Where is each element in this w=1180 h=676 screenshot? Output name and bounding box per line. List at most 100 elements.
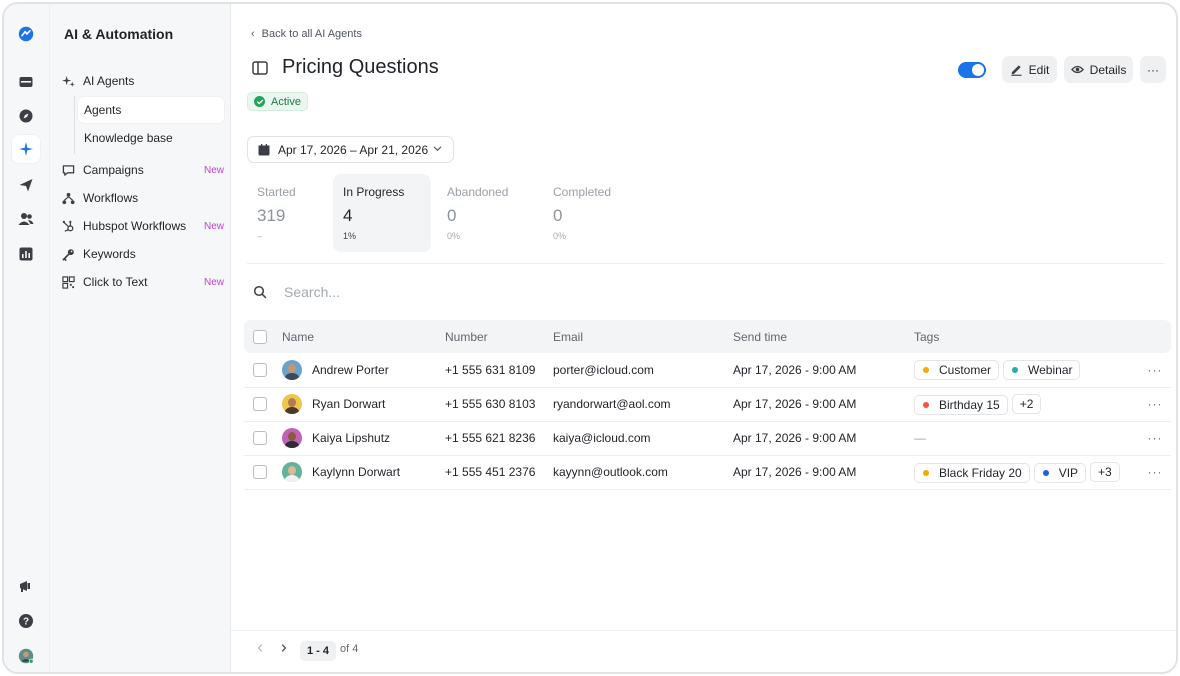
row-more-button[interactable]: ··· xyxy=(1147,465,1163,479)
analytics-icon[interactable] xyxy=(12,240,40,268)
sidebar-item-label: Campaigns xyxy=(83,163,144,177)
tags-empty: — xyxy=(914,431,926,445)
sidebar-item-ai-agents[interactable]: AI Agents xyxy=(60,68,224,94)
edit-label: Edit xyxy=(1028,62,1050,77)
contacts-table: Name Number Email Send time Tags Andrew … xyxy=(244,320,1171,490)
icon-rail: ? xyxy=(4,4,50,672)
table-row[interactable]: Ryan Dorwart +1 555 630 8103 ryandorwart… xyxy=(244,387,1171,421)
name-cell: Kaiya Lipshutz xyxy=(282,421,445,455)
date-range-picker[interactable]: Apr 17, 2026 – Apr 21, 2026 xyxy=(247,136,454,163)
column-header-tags[interactable]: Tags xyxy=(914,329,940,344)
name-cell: Andrew Porter xyxy=(282,353,445,387)
row-checkbox[interactable] xyxy=(253,431,267,445)
sidebar-toggle-icon[interactable] xyxy=(251,59,269,77)
tag-label: Black Friday 20 xyxy=(939,465,1022,480)
megaphone-icon[interactable] xyxy=(12,572,40,600)
sidebar-item-workflows[interactable]: Workflows xyxy=(60,185,224,211)
edit-button[interactable]: Edit xyxy=(1002,56,1057,83)
tag-color-dot xyxy=(923,469,929,476)
tag-color-dot xyxy=(1042,469,1049,476)
search-input[interactable] xyxy=(284,284,584,300)
stat-label: Abandoned xyxy=(447,185,509,199)
stat-value: 319 xyxy=(257,206,286,225)
sidebar-item-label: AI Agents xyxy=(83,74,135,88)
agent-active-toggle[interactable] xyxy=(958,62,986,78)
name-cell: Kaylynn Dorwart xyxy=(282,455,445,489)
stat-percent: 0% xyxy=(447,231,461,241)
sidebar-item-hubspot-workflows[interactable]: Hubspot Workflows New xyxy=(60,213,224,239)
tag[interactable]: VIP xyxy=(1033,462,1087,483)
back-link[interactable]: ‹ Back to all AI Agents xyxy=(251,28,362,40)
actions-header xyxy=(1139,320,1171,353)
column-header-number[interactable]: Number xyxy=(445,329,488,344)
sidebar-title: AI & Automation xyxy=(64,26,174,42)
tag[interactable]: Webinar xyxy=(1003,359,1081,380)
row-more-button[interactable]: ··· xyxy=(1147,431,1163,445)
column-header-email[interactable]: Email xyxy=(553,329,584,344)
main-content: ‹ Back to all AI Agents Pricing Question… xyxy=(231,4,1176,672)
select-all-checkbox[interactable] xyxy=(253,329,267,344)
row-checkbox[interactable] xyxy=(253,465,267,479)
help-icon[interactable]: ? xyxy=(12,607,40,635)
table-row[interactable]: Kaiya Lipshutz +1 555 621 8236 kaiya@icl… xyxy=(244,421,1171,455)
sidebar-item-click-to-text[interactable]: Click to Text New xyxy=(60,269,224,295)
row-more-button[interactable]: ··· xyxy=(1147,397,1163,411)
row-checkbox[interactable] xyxy=(253,362,267,377)
email-cell: ryandorwart@aol.com xyxy=(553,397,671,411)
sidebar-item-campaigns[interactable]: Campaigns New xyxy=(60,157,224,183)
sidebar-item-label: Hubspot Workflows xyxy=(83,219,187,233)
tag[interactable]: Birthday 15 xyxy=(914,394,1008,415)
page-title: Pricing Questions xyxy=(282,56,439,78)
contacts-icon[interactable] xyxy=(12,205,40,233)
send-icon[interactable] xyxy=(12,171,40,199)
qr-code-icon xyxy=(60,274,76,290)
tag[interactable]: Customer xyxy=(914,359,1000,380)
avatar xyxy=(282,462,302,482)
explore-icon[interactable] xyxy=(12,102,40,130)
table-row[interactable]: Kaylynn Dorwart +1 555 451 2376 kayynn@o… xyxy=(244,455,1171,489)
send-time-cell: Apr 17, 2026 - 9:00 AM xyxy=(733,362,857,377)
sidebar-item-label: Keywords xyxy=(83,247,136,261)
profile-avatar[interactable] xyxy=(12,642,40,670)
tag[interactable]: Black Friday 20 xyxy=(914,462,1030,483)
stat-label: Completed xyxy=(553,185,612,199)
row-checkbox[interactable] xyxy=(253,397,267,411)
workflow-icon xyxy=(60,190,76,206)
inbox-icon[interactable] xyxy=(12,68,40,96)
chevron-right-icon[interactable] xyxy=(279,643,289,653)
stat-completed[interactable]: Completed 0 0% xyxy=(543,174,641,252)
back-link-label: Back to all AI Agents xyxy=(261,28,362,40)
row-more-button[interactable]: ··· xyxy=(1147,362,1163,377)
stat-label: Started xyxy=(257,185,296,199)
column-header-send-time[interactable]: Send time xyxy=(733,329,788,344)
svg-text:?: ? xyxy=(23,617,29,628)
table-row[interactable]: Andrew Porter +1 555 631 8109 porter@icl… xyxy=(244,353,1171,387)
stat-abandoned[interactable]: Abandoned 0 0% xyxy=(437,174,535,252)
ai-sparkle-icon[interactable] xyxy=(12,135,40,163)
sidebar-item-agents[interactable]: Agents xyxy=(78,97,224,123)
search-icon xyxy=(253,285,267,299)
pagination-bar: 1 - 4 of 4 xyxy=(231,630,1176,672)
more-icon: ··· xyxy=(1147,62,1159,77)
more-options-button[interactable]: ··· xyxy=(1140,56,1166,83)
tags-cell: Black Friday 20 VIP +3 xyxy=(914,455,1139,489)
tag-label: Webinar xyxy=(1028,362,1073,377)
stat-in-progress[interactable]: In Progress 4 1% xyxy=(333,174,431,252)
more-tags-badge[interactable]: +3 xyxy=(1090,461,1120,482)
tags-cell: Birthday 15 +2 xyxy=(914,387,1139,421)
details-label: Details xyxy=(1089,62,1127,77)
more-tags-badge[interactable]: +2 xyxy=(1011,393,1042,414)
toggle-knob xyxy=(972,64,984,76)
column-header-name[interactable]: Name xyxy=(282,329,315,344)
name-cell: Ryan Dorwart xyxy=(282,387,445,421)
avatar xyxy=(282,359,302,380)
chevron-left-icon[interactable] xyxy=(255,643,265,653)
number-cell: +1 555 631 8109 xyxy=(445,362,536,377)
app-logo-icon[interactable] xyxy=(12,20,40,48)
search-bar xyxy=(253,284,584,300)
sidebar-item-knowledge-base[interactable]: Knowledge base xyxy=(84,131,173,145)
sidebar-item-keywords[interactable]: Keywords xyxy=(60,241,224,267)
details-button[interactable]: Details xyxy=(1064,56,1133,83)
stat-started[interactable]: Started 319 – xyxy=(247,174,345,252)
